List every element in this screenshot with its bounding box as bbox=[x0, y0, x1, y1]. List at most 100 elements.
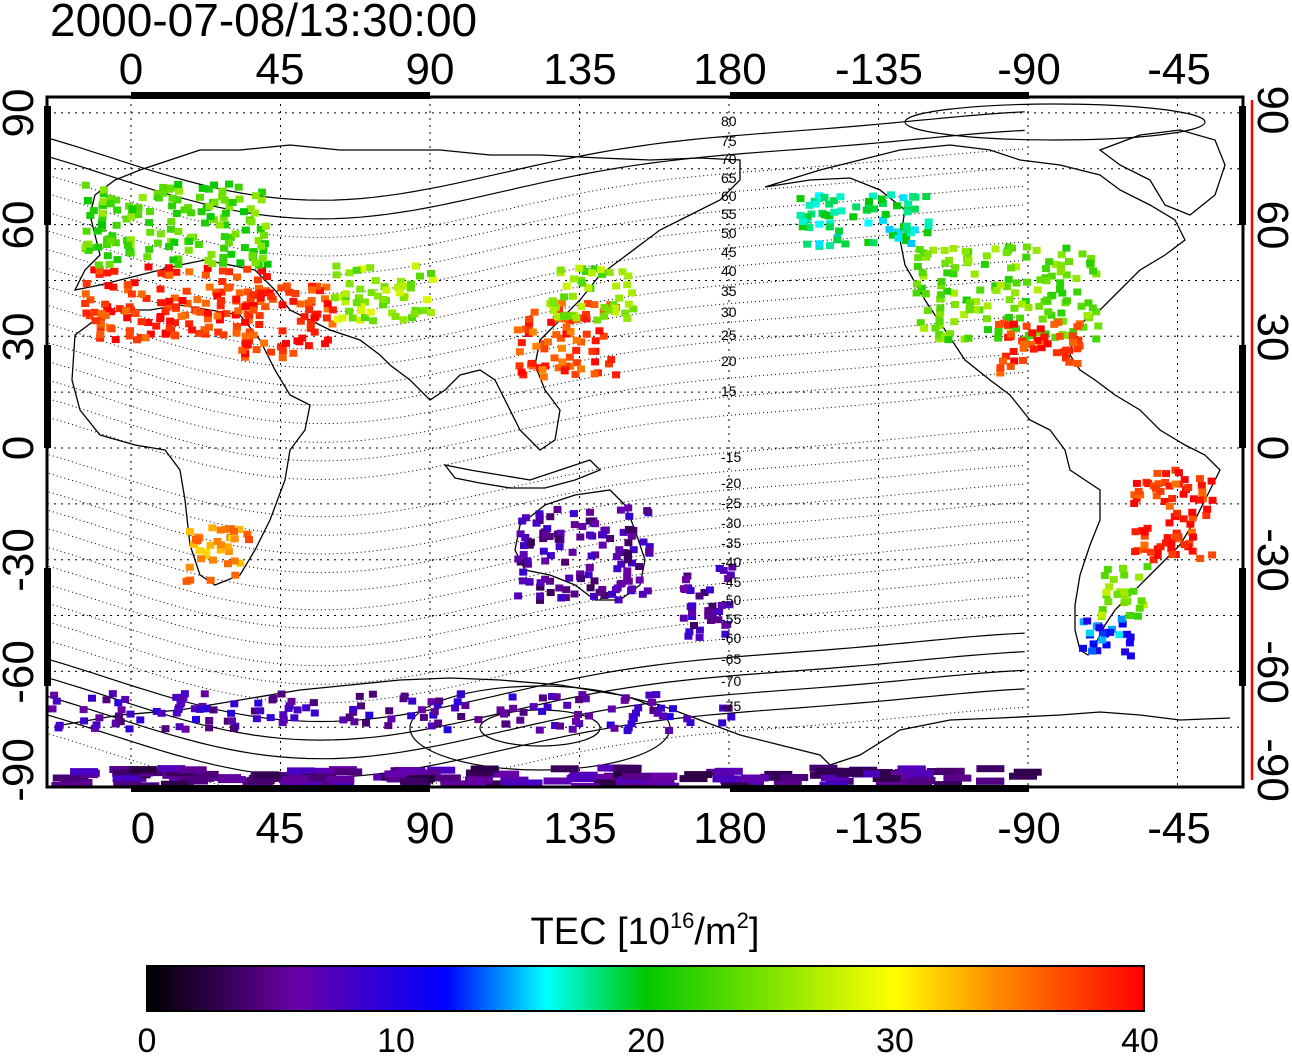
tec-cell bbox=[227, 250, 236, 258]
tec-data-cells bbox=[48, 180, 1217, 787]
tec-cell bbox=[586, 508, 594, 516]
tec-cell bbox=[1140, 528, 1149, 536]
tec-cell bbox=[893, 202, 901, 210]
tec-cell bbox=[590, 265, 599, 273]
tec-cell bbox=[125, 332, 134, 340]
contour-label: 25 bbox=[721, 327, 737, 343]
tec-cell bbox=[1171, 480, 1180, 488]
tec-cell bbox=[196, 308, 205, 316]
tec-cell bbox=[90, 308, 99, 316]
tec-cell bbox=[611, 304, 620, 312]
tec-cell bbox=[1062, 244, 1071, 252]
right-tick-label: -60 bbox=[1248, 640, 1292, 704]
tec-cell bbox=[1140, 541, 1149, 549]
tec-cell bbox=[160, 780, 189, 787]
tec-cell bbox=[156, 313, 165, 320]
tec-cell bbox=[920, 324, 929, 332]
tec-cell bbox=[170, 331, 179, 339]
contour-label: 55 bbox=[721, 206, 737, 222]
tec-cell bbox=[575, 696, 584, 704]
colorbar-tick-label: 30 bbox=[876, 1022, 914, 1057]
tec-cell bbox=[245, 311, 254, 319]
tec-cell bbox=[1083, 312, 1092, 320]
tec-cell bbox=[128, 205, 137, 213]
tec-cell bbox=[126, 249, 135, 257]
tec-cell bbox=[153, 190, 162, 198]
tec-cell bbox=[632, 709, 640, 717]
tec-cell bbox=[1143, 563, 1152, 571]
tec-cell bbox=[159, 183, 168, 191]
tec-cell bbox=[101, 300, 110, 308]
tec-cell bbox=[994, 328, 1003, 335]
tec-cell bbox=[326, 775, 355, 783]
tec-cell bbox=[407, 712, 416, 720]
tec-cell bbox=[965, 306, 974, 313]
tec-cell bbox=[530, 308, 539, 316]
tec-cell bbox=[195, 705, 204, 713]
tec-cell bbox=[1042, 277, 1051, 285]
left-tick-label: 60 bbox=[0, 201, 43, 250]
tec-cell bbox=[879, 216, 887, 224]
tec-cell bbox=[983, 302, 992, 310]
tec-cell bbox=[1088, 304, 1097, 312]
tec-cell bbox=[1032, 246, 1041, 254]
tec-cell bbox=[964, 256, 973, 264]
tec-cell bbox=[552, 331, 561, 339]
tec-cell bbox=[357, 702, 365, 710]
tec-cell bbox=[350, 718, 359, 726]
tec-cell bbox=[128, 766, 157, 774]
tec-cell bbox=[174, 260, 183, 268]
tec-cell bbox=[228, 199, 237, 206]
tec-cell bbox=[126, 327, 134, 335]
tec-cell bbox=[1033, 286, 1042, 294]
tec-cell bbox=[305, 306, 314, 314]
tec-cell bbox=[1126, 612, 1134, 619]
tec-cell bbox=[1173, 509, 1182, 517]
tec-cell bbox=[1113, 590, 1122, 598]
tec-cell bbox=[1174, 469, 1183, 477]
tec-cell bbox=[98, 221, 107, 229]
tec-cell bbox=[261, 303, 270, 311]
tec-cell bbox=[1188, 508, 1197, 516]
tec-cell bbox=[1047, 272, 1056, 280]
tec-cell bbox=[519, 568, 528, 576]
tec-cell bbox=[721, 782, 749, 787]
tec-cell bbox=[1180, 541, 1189, 549]
tec-cell bbox=[112, 221, 121, 229]
tec-cell bbox=[174, 228, 183, 235]
tec-cell bbox=[86, 244, 94, 252]
tec-cell bbox=[175, 723, 184, 731]
tec-cell bbox=[190, 705, 199, 713]
tec-cell bbox=[82, 227, 91, 235]
tec-cell bbox=[949, 245, 958, 252]
tec-cell bbox=[83, 197, 92, 204]
tec-cell bbox=[1162, 470, 1171, 478]
tec-cell bbox=[243, 265, 252, 273]
tec-cell bbox=[470, 765, 499, 773]
tec-cell bbox=[99, 201, 108, 209]
tec-cell bbox=[300, 313, 309, 321]
tec-cell bbox=[665, 713, 674, 721]
tec-cell bbox=[81, 290, 90, 298]
tec-cell bbox=[796, 195, 805, 203]
tec-cell bbox=[1028, 329, 1037, 337]
tec-cell bbox=[103, 252, 112, 260]
tec-cell bbox=[683, 572, 692, 580]
tec-cell bbox=[1208, 551, 1217, 559]
tec-cell bbox=[869, 239, 878, 247]
right-tick-label: -30 bbox=[1248, 528, 1292, 592]
tec-cell bbox=[627, 720, 636, 728]
tec-cell bbox=[653, 709, 662, 717]
tec-cell bbox=[936, 304, 945, 312]
tec-cell bbox=[1057, 309, 1066, 317]
tec-cell bbox=[572, 717, 580, 725]
tec-cell bbox=[621, 694, 630, 702]
tec-cell bbox=[571, 782, 600, 787]
tec-cell bbox=[708, 602, 717, 610]
tec-cell bbox=[1045, 258, 1054, 266]
tec-cell bbox=[96, 324, 105, 332]
tec-cell bbox=[277, 343, 286, 351]
tec-cell bbox=[619, 528, 628, 536]
tec-cell bbox=[557, 299, 566, 307]
bottom-tick-label: -135 bbox=[835, 804, 923, 853]
